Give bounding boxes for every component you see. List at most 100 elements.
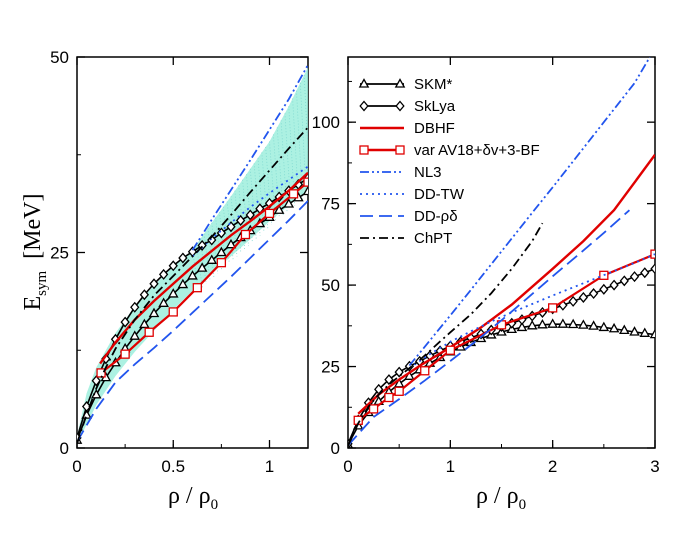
point-sklya [245, 209, 255, 221]
point-skm [598, 321, 610, 332]
point-sklya [235, 214, 246, 226]
band-hatch [299, 82, 307, 197]
point-sklya [158, 268, 169, 280]
y-tick-label: 100 [312, 113, 340, 132]
point-var-av18-v-3-bf [384, 392, 394, 403]
point-sklya [216, 227, 227, 239]
point-sklya [120, 316, 130, 328]
left-series-layer [77, 64, 308, 444]
series-line-chpt [348, 222, 544, 447]
point-skm [139, 318, 150, 329]
y-tick-label: 50 [321, 276, 340, 295]
band-hatch [280, 120, 288, 212]
point-skm [618, 324, 630, 335]
point-sklya [139, 289, 150, 301]
point-var-av18-v-3-bf [192, 283, 202, 293]
point-sklya [609, 279, 619, 291]
point-sklya [619, 275, 629, 287]
point-skm [187, 270, 198, 280]
legend-label-chpt: ChPT [414, 230, 452, 247]
legend-label-nl3: NL3 [414, 164, 442, 181]
point-skm [537, 319, 548, 329]
legend-label-dd: DD-ρδ [414, 208, 458, 225]
left-x-axis-title: ρ / ρ0 [168, 483, 218, 513]
series-line-dd [77, 200, 308, 443]
point-var-av18-v-3-bf [120, 349, 130, 359]
point-skm [177, 278, 189, 289]
y-axis-subscript: sym [34, 270, 50, 295]
point-sklya [130, 301, 140, 313]
legend-marker-var-av18-v-3-bf [395, 145, 405, 155]
point-var-av18-v-3-bf [216, 258, 227, 268]
series-line-sklya [348, 268, 655, 445]
point-var-av18-v-3-bf [368, 404, 379, 414]
point-skm [516, 321, 528, 332]
point-sklya [629, 271, 640, 283]
left-panel: 0 0.5 1 0 25 50 Esym [MeV] ρ / ρ0 [20, 48, 309, 513]
band-hatch [272, 134, 280, 219]
right-panel: 0 1 2 3 0 25 50 75 100 SKM* SkLya DBHF var AV18+δv+… [312, 56, 660, 513]
point-sklya [568, 295, 578, 307]
point-skm [196, 262, 208, 272]
series-line-nl3 [191, 64, 308, 251]
point-skm [588, 320, 599, 330]
right-x-axis-title: ρ / ρ0 [476, 483, 526, 513]
y-tick-label: 25 [321, 358, 340, 377]
point-skm [629, 326, 640, 336]
left-ticks-layer: 0 0.5 1 0 25 50 [50, 48, 308, 476]
point-skm [158, 297, 169, 307]
point-skm [302, 185, 308, 196]
point-var-av18-v-3-bf [650, 249, 655, 259]
point-skm [578, 319, 589, 329]
series-line-var-av18-v-3-bf [100, 181, 308, 374]
point-skm [148, 307, 160, 318]
point-skm [273, 204, 285, 214]
point-sklya [650, 263, 655, 275]
point-sklya [640, 267, 650, 279]
x-tick-label: 0.5 [161, 457, 185, 476]
point-skm [639, 327, 651, 337]
point-skm [608, 322, 620, 333]
x-tick-label: 3 [650, 457, 659, 476]
right-series-layer [348, 57, 655, 448]
point-var-av18-v-3-bf [264, 208, 275, 219]
point-sklya [168, 260, 178, 272]
y-tick-label: 25 [50, 244, 69, 263]
band-hatch [242, 179, 249, 247]
point-skm [206, 254, 218, 264]
legend-marker-sklya [395, 100, 405, 112]
x-tick-label: 0 [72, 457, 81, 476]
point-sklya [149, 278, 159, 290]
point-skm [167, 288, 179, 298]
point-skm [557, 318, 569, 328]
point-skm [129, 330, 141, 340]
point-skm [526, 319, 538, 330]
point-var-av18-v-3-bf [548, 303, 558, 313]
right-ticks-layer: 0 1 2 3 0 25 50 75 100 [312, 57, 660, 476]
legend-label-skm: SKM* [414, 76, 453, 93]
band-hatch [222, 206, 230, 264]
point-skm [547, 318, 558, 328]
series-line-var-av18-v-3-bf [357, 253, 655, 422]
legend-label-dbhf: DBHF [414, 120, 455, 137]
point-sklya [404, 360, 415, 372]
x-tick-label: 1 [265, 457, 274, 476]
point-sklya [588, 288, 599, 300]
y-tick-label: 0 [331, 439, 340, 458]
point-var-av18-v-3-bf [168, 307, 178, 317]
band-hatch [284, 113, 292, 209]
band-hatch [265, 146, 273, 225]
y-tick-label: 75 [321, 195, 340, 214]
series-line-dd [348, 209, 631, 446]
point-sklya [394, 366, 404, 378]
point-var-av18-v-3-bf [303, 177, 308, 187]
y-tick-label: 50 [50, 48, 69, 67]
legend-marker-sklya [359, 100, 369, 112]
point-var-av18-v-3-bf [394, 386, 404, 396]
point-skm [225, 238, 237, 249]
point-skm [216, 246, 227, 257]
point-skm [567, 318, 579, 329]
point-skm [649, 328, 655, 339]
series-line-dbhf [99, 171, 308, 365]
